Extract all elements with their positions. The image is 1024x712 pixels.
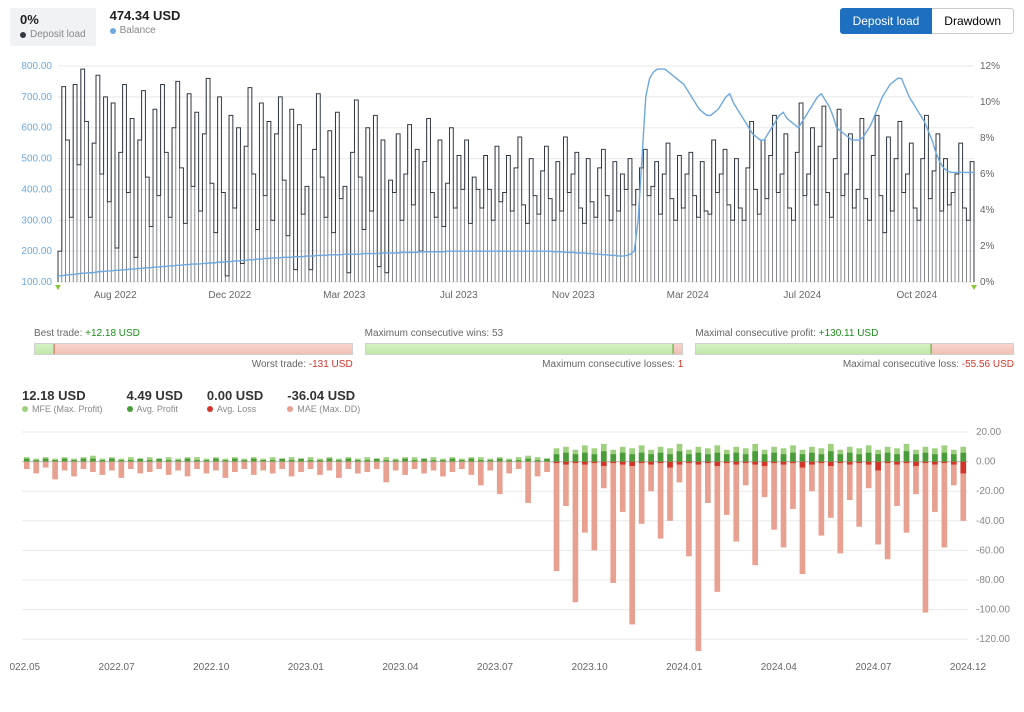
header: 0% Deposit load 474.34 USD Balance Depos… <box>0 0 1024 54</box>
svg-text:4%: 4% <box>980 205 995 216</box>
chart-mode-toggle: Deposit load Drawdown <box>840 8 1014 34</box>
svg-text:Mar 2024: Mar 2024 <box>667 290 710 301</box>
svg-text:Jul 2024: Jul 2024 <box>783 290 821 301</box>
svg-text:Dec 2022: Dec 2022 <box>208 290 251 301</box>
svg-text:10%: 10% <box>980 97 1000 108</box>
legend-avg-profit: 4.49 USD Avg. Profit <box>127 388 183 414</box>
svg-text:500.00: 500.00 <box>21 154 52 165</box>
svg-text:8%: 8% <box>980 133 995 144</box>
drawdown-button[interactable]: Drawdown <box>932 8 1014 34</box>
bar-green-1 <box>35 344 54 354</box>
svg-text:Oct 2024: Oct 2024 <box>896 290 937 301</box>
deposit-load-value: 0% <box>20 12 86 27</box>
top-chart: 100.00 200.00 300.00 400.00 500.00 600.00 700.… <box>10 58 1014 316</box>
svg-text:12%: 12% <box>980 61 1000 72</box>
bottom-chart: 20.00 0.00 -20.00 -40.00 -60.00 -80.00 -100.00… <box>10 424 1014 682</box>
svg-text:6%: 6% <box>980 169 995 180</box>
top-chart-svg: 100.00 200.00 300.00 400.00 500.00 600.00 700.… <box>10 58 1014 316</box>
bar-green-3 <box>696 344 930 354</box>
svg-text:0%: 0% <box>980 277 995 288</box>
svg-text:200.00: 200.00 <box>21 246 52 257</box>
svg-text:Jul 2023: Jul 2023 <box>440 290 478 301</box>
balance-value: 474.34 USD <box>110 8 181 23</box>
bar-profit-loss <box>695 343 1014 355</box>
svg-text:2023.01: 2023.01 <box>288 662 325 673</box>
stat-best-worst: Best trade: +12.18 USD Worst trade: -131… <box>34 328 353 370</box>
svg-text:2024.04: 2024.04 <box>761 662 798 673</box>
bar-red-1 <box>54 344 352 354</box>
svg-text:Mar 2023: Mar 2023 <box>323 290 366 301</box>
stat-balance: 474.34 USD Balance <box>110 8 181 36</box>
svg-text:20.00: 20.00 <box>976 427 1001 438</box>
balance-dot <box>110 28 116 34</box>
deposit-load-label: Deposit load <box>20 29 86 40</box>
svg-text:2023.07: 2023.07 <box>477 662 514 673</box>
legend-mfe: 12.18 USD MFE (Max. Profit) <box>22 388 103 414</box>
svg-text:2%: 2% <box>980 241 995 252</box>
deposit-load-button[interactable]: Deposit load <box>840 8 933 34</box>
deposit-load-dot <box>20 32 26 38</box>
bar-best-worst <box>34 343 353 355</box>
svg-text:-80.00: -80.00 <box>976 575 1005 586</box>
balance-label: Balance <box>110 25 181 36</box>
svg-text:300.00: 300.00 <box>21 215 52 226</box>
svg-text:Aug 2022: Aug 2022 <box>94 290 137 301</box>
svg-text:2024.12: 2024.12 <box>950 662 987 673</box>
svg-text:-120.00: -120.00 <box>976 634 1010 645</box>
stat-wins-losses: Maximum consecutive wins: 53 Maximum con… <box>365 328 684 370</box>
svg-text:2022.07: 2022.07 <box>99 662 136 673</box>
svg-text:2024.01: 2024.01 <box>666 662 703 673</box>
svg-text:-100.00: -100.00 <box>976 605 1010 616</box>
stats-row: Best trade: +12.18 USD Worst trade: -131… <box>0 316 1024 374</box>
bar-red-2 <box>673 344 683 354</box>
svg-text:400.00: 400.00 <box>21 184 52 195</box>
svg-text:2023.04: 2023.04 <box>382 662 419 673</box>
stat-deposit-load: 0% Deposit load <box>10 8 96 46</box>
svg-text:-60.00: -60.00 <box>976 545 1005 556</box>
bar-red-3 <box>931 344 1013 354</box>
svg-text:2022.05: 2022.05 <box>10 662 41 673</box>
svg-text:Nov 2023: Nov 2023 <box>552 290 595 301</box>
svg-text:600.00: 600.00 <box>21 123 52 134</box>
svg-text:2023.10: 2023.10 <box>572 662 609 673</box>
svg-text:0.00: 0.00 <box>976 457 996 468</box>
svg-text:2022.10: 2022.10 <box>193 662 230 673</box>
bar-wins-losses <box>365 343 684 355</box>
bar-green-2 <box>366 344 673 354</box>
stat-profit-loss: Maximal consecutive profit: +130.11 USD … <box>695 328 1014 370</box>
svg-text:100.00: 100.00 <box>21 277 52 288</box>
legend-avg-loss: 0.00 USD Avg. Loss <box>207 388 263 414</box>
svg-text:800.00: 800.00 <box>21 61 52 72</box>
legend-mae: -36.04 USD MAE (Max. DD) <box>287 388 360 414</box>
svg-text:2024.07: 2024.07 <box>855 662 892 673</box>
svg-text:-40.00: -40.00 <box>976 516 1005 527</box>
bottom-legend: 12.18 USD MFE (Max. Profit) 4.49 USD Avg… <box>0 374 1024 420</box>
svg-text:700.00: 700.00 <box>21 92 52 103</box>
svg-text:-20.00: -20.00 <box>976 486 1005 497</box>
bottom-chart-svg: 20.00 0.00 -20.00 -40.00 -60.00 -80.00 -100.00… <box>10 424 1014 682</box>
